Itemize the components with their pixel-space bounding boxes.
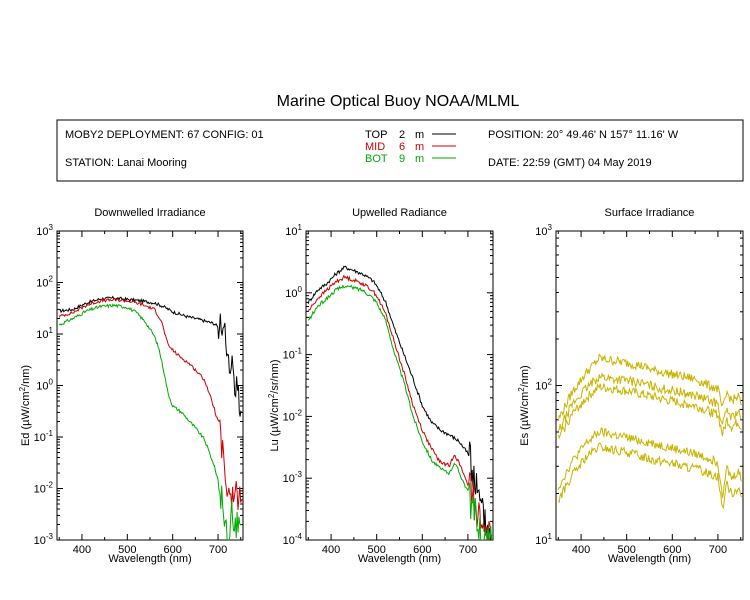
legend-depth: 2	[399, 129, 405, 141]
x-tick-label: 700	[209, 544, 227, 556]
legend-label: TOP	[365, 129, 387, 141]
y-tick-label: 102	[36, 275, 53, 290]
y-tick-label: 101	[36, 326, 53, 341]
plot-frame	[305, 230, 494, 541]
y-tick-label: 100	[285, 285, 302, 300]
page-title: Marine Optical Buoy NOAA/MLML	[277, 93, 520, 110]
x-tick-label: 500	[368, 544, 386, 556]
downwelled-irradiance-chart: Downwelled Irradiance 400 500 600 700 Wavelen…	[18, 207, 244, 565]
x-tick-label: 600	[663, 544, 681, 556]
deployment-text: MOBY2 DEPLOYMENT: 67 CONFIG: 01	[65, 129, 264, 141]
plots: Downwelled Irradiance 400 500 600 700 Wavelen…	[18, 207, 744, 565]
position-text: POSITION: 20° 49.46' N 157° 11.16' W	[488, 129, 679, 141]
series-line	[557, 442, 743, 510]
x-tick-label: 400	[322, 544, 340, 556]
y-tick-label: 103	[36, 223, 53, 238]
legend: TOP 2 m MID 6 m BOT 9 m	[365, 129, 456, 165]
series-line	[307, 284, 493, 540]
legend-unit: m	[415, 141, 424, 153]
series-line	[557, 382, 742, 440]
y-tick-label: 10-2	[34, 481, 54, 496]
legend-unit: m	[415, 129, 424, 141]
chart-title: Downwelled Irradiance	[94, 207, 205, 219]
series-line	[58, 297, 243, 511]
y-tick-label: 103	[535, 223, 552, 238]
y-tick-label: 101	[285, 223, 302, 238]
legend-label: MID	[365, 141, 385, 153]
legend-entry-top: TOP 2 m	[365, 129, 456, 141]
series-line	[58, 303, 242, 540]
y-tick-label: 10-1	[34, 429, 54, 444]
y-tick-label: 10-3	[283, 470, 303, 485]
series-line	[307, 265, 493, 540]
y-axis-label: Ed (µW/cm2/nm)	[18, 365, 32, 446]
plot-frame	[56, 230, 244, 541]
x-axis-label: Wavelength (nm)	[108, 553, 191, 565]
legend-entry-mid: MID 6 m	[365, 141, 456, 153]
x-tick-label: 600	[413, 544, 431, 556]
x-axis-label: Wavelength (nm)	[358, 553, 441, 565]
y-tick-label: 10-3	[34, 532, 54, 547]
x-axis-label: Wavelength (nm)	[608, 553, 691, 565]
y-tick-label: 10-4	[283, 532, 303, 547]
x-tick-label: 700	[459, 544, 477, 556]
x-tick-label: 500	[118, 544, 136, 556]
x-tick-label: 400	[572, 544, 590, 556]
series-line	[557, 372, 742, 431]
x-tick-label: 600	[164, 544, 182, 556]
y-tick-label: 10-1	[283, 347, 303, 362]
legend-depth: 6	[399, 141, 405, 153]
chart-title: Upwelled Radiance	[352, 207, 447, 219]
y-tick-label: 100	[36, 378, 53, 393]
series-line	[59, 295, 242, 417]
series-line	[307, 274, 493, 540]
x-tick-label: 400	[73, 544, 91, 556]
legend-entry-bot: BOT 9 m	[365, 153, 456, 165]
series-line	[557, 353, 742, 422]
info-box	[56, 119, 744, 182]
station-text: STATION: Lanai Mooring	[65, 157, 187, 169]
legend-depth: 9	[399, 153, 405, 165]
y-axis-label: Es (µW/cm2/nm)	[517, 365, 531, 445]
legend-unit: m	[415, 153, 424, 165]
chart-title: Surface Irradiance	[605, 207, 695, 219]
date-text: DATE: 22:59 (GMT) 04 May 2019	[488, 157, 652, 169]
y-axis-label: Lu (µW/cm2/sr/nm)	[267, 359, 281, 451]
y-tick-label: 10-2	[283, 408, 303, 423]
x-tick-label: 700	[709, 544, 727, 556]
legend-label: BOT	[365, 153, 388, 165]
y-tick-label: 101	[535, 532, 552, 547]
upwelled-radiance-chart: Upwelled Radiance 400 500 600 700 Wavelength …	[267, 207, 494, 565]
y-tick-label: 102	[535, 378, 552, 393]
series-line	[557, 427, 743, 499]
surface-irradiance-chart: Surface Irradiance 400 500 600 700 Wavelength…	[517, 207, 744, 565]
x-tick-label: 500	[618, 544, 636, 556]
